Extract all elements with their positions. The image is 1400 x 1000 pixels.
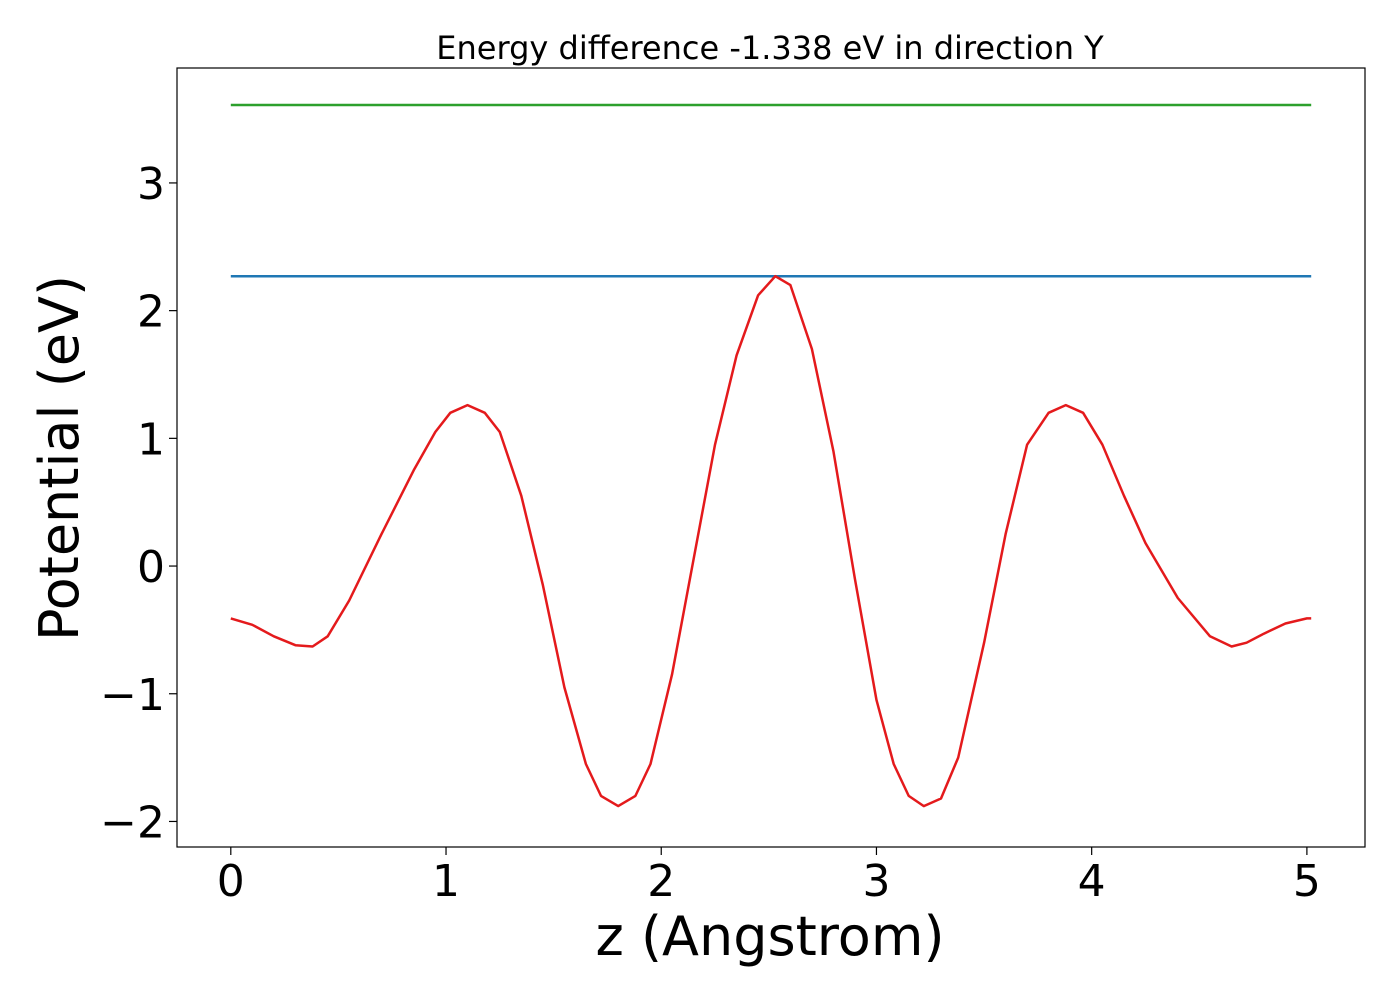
x-tick-label: 4 [1078,856,1106,907]
series-line-2 [230,274,1312,808]
y-tick-label: 2 [137,287,165,338]
series-layer [230,103,1312,808]
x-tick-label: 3 [862,856,890,907]
y-tick-label: 1 [137,414,165,465]
x-tick-label: 5 [1293,856,1321,907]
x-tick-label: 2 [647,856,675,907]
plot-frame [176,67,1366,848]
y-tick-label: 3 [137,159,165,210]
x-tick-label: 1 [432,856,460,907]
y-axis-label: Potential (eV) [28,275,91,641]
y-tick-label: −2 [100,797,165,848]
chart-title: Energy difference -1.338 eV in direction… [436,29,1104,67]
y-tick-label: 0 [137,542,165,593]
x-axis-label: z (Angstrom) [595,905,944,968]
x-axis: 0 1 2 3 4 5 [217,847,1321,907]
y-tick-label: −1 [100,670,165,721]
x-tick-label: 0 [217,856,245,907]
y-axis: −2 −1 0 1 2 3 [100,159,177,848]
